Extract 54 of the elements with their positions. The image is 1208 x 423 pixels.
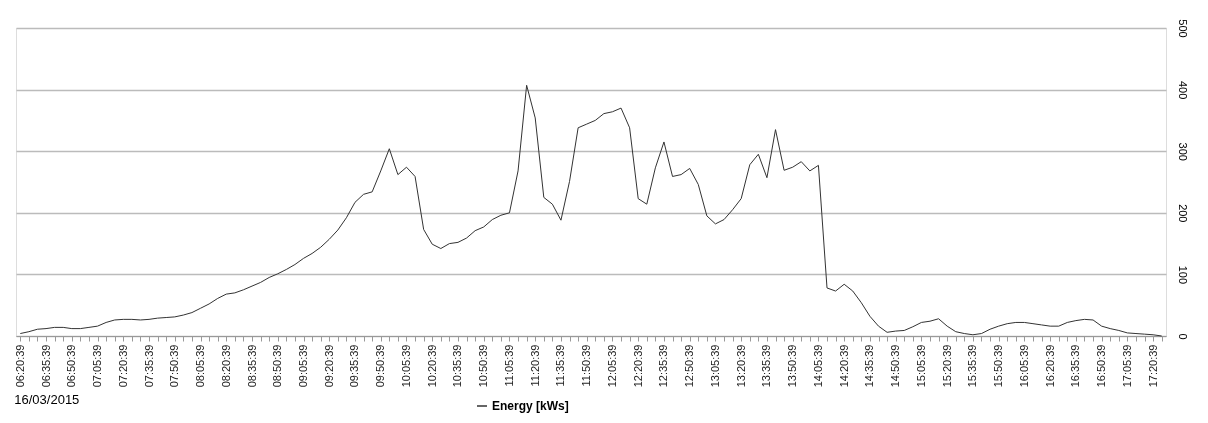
y-tick-label: 300 (1176, 142, 1189, 161)
x-tick-label: 07:50:39 (168, 344, 181, 388)
x-tick-label: 13:05:39 (708, 344, 721, 388)
x-tick-label: 10:20:39 (425, 344, 438, 388)
x-tick-label: 15:50:39 (992, 344, 1005, 388)
x-tick-label: 10:35:39 (451, 344, 464, 388)
text: 16/03/2015 (14, 392, 80, 407)
x-tick-label: 09:50:39 (374, 344, 387, 388)
x-tick-label: 09:05:39 (297, 344, 309, 388)
x-tick-label: 17:20:39 (1146, 344, 1159, 388)
y-tick-label: 500 (1176, 19, 1189, 38)
x-tick-label: 11:20:39 (528, 344, 541, 387)
x-tick-label: 13:20:39 (734, 344, 747, 388)
x-tick-label: 16:35:39 (1069, 344, 1082, 388)
x-tick-label: 11:50:39 (580, 344, 593, 387)
x-tick-label: 08:35:39 (245, 344, 258, 388)
x-tick-label: 12:20:39 (631, 344, 644, 388)
x-tick-label: 07:05:39 (91, 344, 104, 388)
x-tick-label: 08:20:39 (219, 344, 232, 388)
x-tick-label: 11:05:39 (502, 344, 515, 387)
x-tick-label: 12:50:39 (683, 344, 696, 388)
y-tick-label: 100 (1176, 265, 1189, 285)
x-tick-label: 13:50:39 (786, 344, 799, 388)
x-tick-label: 15:20:39 (940, 344, 953, 388)
x-tick-label: 10:50:39 (477, 344, 490, 388)
x-tick-label: 07:20:39 (116, 344, 129, 388)
x-tick-label: 09:35:39 (348, 344, 361, 388)
x-tick-label: 08:50:39 (271, 344, 284, 388)
x-tick-label: 08:05:39 (194, 344, 207, 388)
x-tick-label: 16:05:39 (1017, 344, 1030, 388)
x-tick-label: 06:20:39 (13, 344, 26, 388)
x-tick-label: 12:35:39 (657, 344, 670, 388)
x-tick-label: 16:50:39 (1095, 344, 1108, 388)
x-tick-label: 15:05:39 (914, 344, 927, 388)
y-tick-label: 0 (1176, 333, 1189, 340)
x-tick-label: 16:20:39 (1043, 344, 1056, 388)
legend-label: Energy [kWs] (492, 399, 569, 413)
x-tick-label: 09:20:39 (322, 344, 335, 388)
y-tick-label: 400 (1176, 80, 1189, 100)
x-tick-label: 06:35:39 (39, 344, 52, 388)
x-tick-label: 07:35:39 (142, 344, 155, 388)
x-tick-label: 14:50:39 (889, 344, 902, 388)
x-tick-label: 10:05:39 (399, 344, 412, 388)
x-tick-label: 11:35:39 (554, 344, 567, 387)
x-tick-label: 14:35:39 (863, 344, 876, 388)
x-tick-label: 15:35:39 (966, 344, 979, 388)
x-tick-label: 14:20:39 (837, 344, 850, 388)
x-tick-label: 12:05:39 (605, 344, 618, 388)
x-tick-label: 06:50:39 (65, 344, 78, 388)
y-tick-label: 200 (1176, 204, 1189, 223)
x-tick-label: 17:05:39 (1120, 344, 1133, 388)
x-tick-label: 14:05:39 (811, 344, 824, 388)
line-series (19, 84, 1163, 337)
x-tick-label: 13:35:39 (760, 344, 773, 388)
